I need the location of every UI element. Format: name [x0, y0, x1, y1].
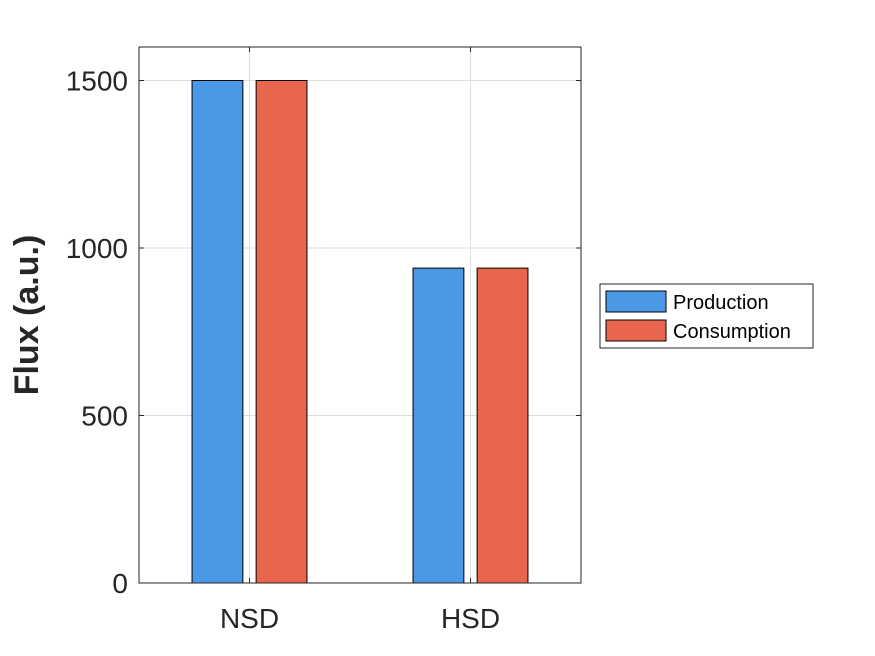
y-tick-label: 1500: [66, 66, 128, 97]
y-tick-label: 1000: [66, 233, 128, 264]
plot-area-frame: [138, 46, 582, 584]
bars: [191, 80, 529, 584]
bar-production-hsd: [412, 267, 465, 584]
x-tick-label: HSD: [441, 603, 500, 634]
x-tick-label: NSD: [220, 603, 279, 634]
y-tick-label: 500: [81, 401, 128, 432]
legend-swatch-consumption: [605, 319, 667, 342]
y-tick-label: 0: [112, 568, 128, 599]
legend-label-production: Production: [673, 292, 769, 314]
bar-consumption-hsd: [476, 267, 529, 584]
legend: Production Consumption: [599, 283, 814, 349]
bar-consumption-nsd: [255, 80, 308, 584]
bar-production-nsd: [191, 80, 244, 584]
legend-label-consumption: Consumption: [673, 321, 791, 343]
legend-swatch-production: [605, 290, 667, 313]
axis-ticks: 0 500 1000 1500 NSD HSD: [66, 47, 581, 634]
y-axis-title: Flux (a.u.): [8, 235, 46, 396]
